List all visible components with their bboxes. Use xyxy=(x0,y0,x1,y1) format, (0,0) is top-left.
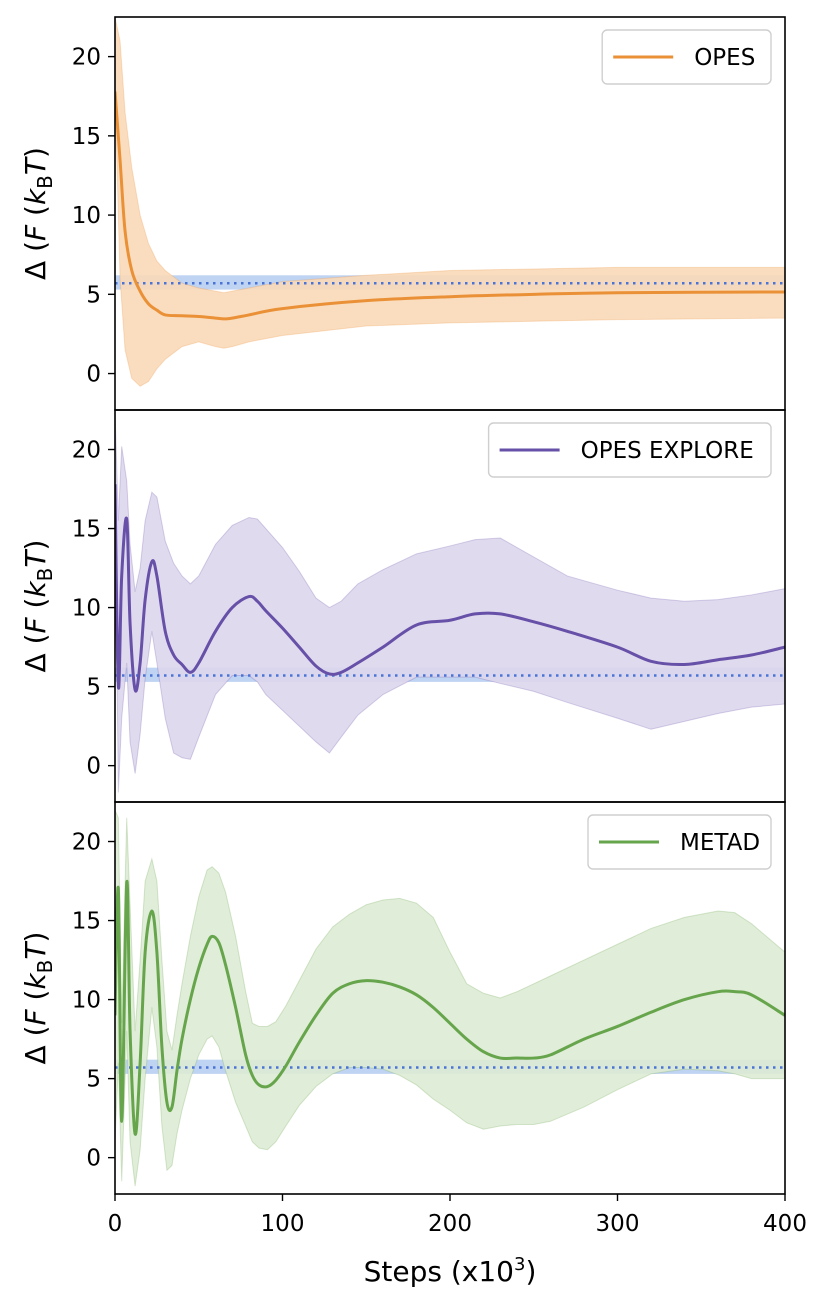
y-tick-label: 5 xyxy=(86,1067,101,1093)
y-tick-label: 20 xyxy=(72,438,101,464)
confidence-band xyxy=(115,809,785,1187)
panel-2: 0 5 10 15 20 Δ (F (kBT) OPES EXPLORE xyxy=(19,409,786,803)
y-tick-label: 15 xyxy=(72,909,101,935)
x-tick-label: 200 xyxy=(428,1211,472,1237)
series-line xyxy=(115,484,785,693)
legend-label: OPES xyxy=(694,45,755,71)
x-axis-label: Steps (x103) xyxy=(364,1254,537,1288)
legend-box xyxy=(601,29,772,85)
y-tick-label: 10 xyxy=(72,988,101,1014)
y-tick-label: 0 xyxy=(86,362,101,388)
y-tick-label: 20 xyxy=(72,830,101,856)
legend: METAD xyxy=(587,814,772,870)
y-tick-label: 15 xyxy=(72,124,101,150)
y-axis-label: Δ (F (kBT) xyxy=(19,147,57,280)
y-tick-label: 0 xyxy=(86,754,101,780)
plot-area xyxy=(115,17,785,387)
y-tick-label: 15 xyxy=(72,517,101,543)
legend-box xyxy=(487,422,772,478)
legend-label: OPES EXPLORE xyxy=(581,438,754,464)
y-axis-label: Δ (F (kBT) xyxy=(19,932,57,1065)
x-tick-label: 400 xyxy=(763,1211,807,1237)
panel-1: 0 5 10 15 20 Δ (F (kBT) OPES xyxy=(19,16,786,411)
confidence-band xyxy=(115,410,785,793)
plot-area xyxy=(115,809,785,1187)
legend-box xyxy=(587,814,772,870)
y-tick-label: 20 xyxy=(72,45,101,71)
series-line xyxy=(115,91,785,321)
legend: OPES EXPLORE xyxy=(487,422,772,478)
y-tick-label: 5 xyxy=(86,675,101,701)
x-tick-label: 0 xyxy=(108,1211,123,1237)
y-tick-label: 0 xyxy=(86,1146,101,1172)
y-tick-label: 10 xyxy=(72,596,101,622)
x-axis: 0 100 200 300 400 xyxy=(108,1194,807,1237)
y-tick-label: 5 xyxy=(86,282,101,308)
x-tick-label: 300 xyxy=(596,1211,640,1237)
plot-area xyxy=(115,410,785,793)
y-tick-label: 10 xyxy=(72,203,101,229)
legend: OPES xyxy=(601,29,772,85)
y-axis-label: Δ (F (kBT) xyxy=(19,540,57,673)
series-line xyxy=(115,879,785,1136)
x-tick-label: 100 xyxy=(261,1211,305,1237)
panel-3: 0 5 10 15 20 Δ (F (kBT) METAD xyxy=(19,801,786,1195)
legend-label: METAD xyxy=(680,830,760,856)
